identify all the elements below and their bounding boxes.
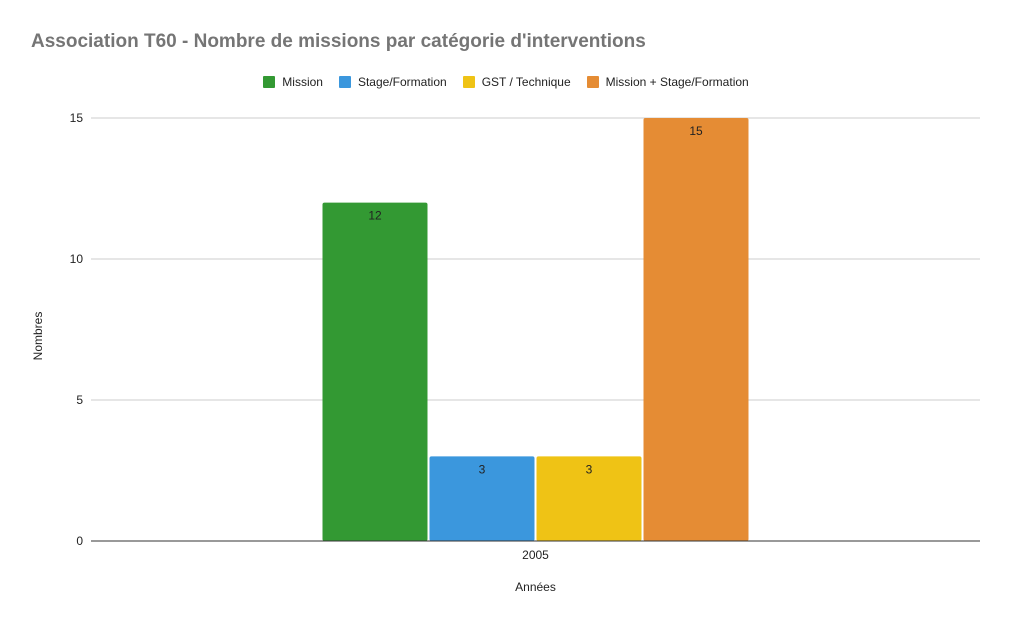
legend-label: GST / Technique [481, 75, 571, 89]
x-tick-label: 2005 [522, 548, 549, 562]
legend: Mission Stage/Formation GST / Technique … [0, 75, 1012, 89]
legend-item-stage-formation[interactable]: Stage/Formation [338, 75, 447, 89]
legend-label: Mission + Stage/Formation [605, 75, 749, 89]
legend-label: Mission [282, 75, 323, 89]
legend-swatch [586, 76, 599, 88]
bar [429, 456, 535, 541]
legend-label: Stage/Formation [357, 75, 447, 89]
legend-swatch [462, 76, 475, 88]
y-tick-label: 10 [70, 252, 84, 266]
data-label: 3 [586, 462, 593, 476]
chart-title: Association T60 - Nombre de missions par… [31, 31, 646, 52]
data-label: 3 [479, 462, 486, 476]
bar [536, 456, 642, 541]
data-label: 15 [689, 124, 703, 138]
legend-item-mission-stage-formation[interactable]: Mission + Stage/Formation [586, 75, 749, 89]
x-axis-title: Années [515, 580, 556, 594]
bar [322, 202, 428, 541]
legend-item-gst-technique[interactable]: GST / Technique [462, 75, 571, 89]
y-axis-title: Nombres [31, 312, 45, 361]
y-tick-label: 5 [76, 393, 83, 407]
data-label: 12 [368, 209, 382, 223]
y-tick-label: 15 [70, 111, 84, 125]
bar [643, 118, 749, 541]
legend-swatch [263, 76, 276, 88]
legend-swatch [338, 76, 351, 88]
legend-item-mission[interactable]: Mission [263, 75, 323, 89]
y-tick-label: 0 [76, 534, 83, 548]
